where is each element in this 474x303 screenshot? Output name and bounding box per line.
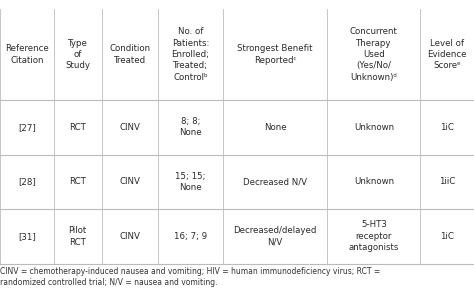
Text: 15; 15;
None: 15; 15; None <box>175 171 206 192</box>
Text: RCT: RCT <box>69 123 86 132</box>
Text: 8; 8;
None: 8; 8; None <box>179 117 202 138</box>
Text: CINV = chemotherapy-induced nausea and vomiting; HIV = human immunodeficiency vi: CINV = chemotherapy-induced nausea and v… <box>0 267 380 288</box>
Text: CINV: CINV <box>119 232 140 241</box>
Text: Pilot
RCT: Pilot RCT <box>68 226 87 247</box>
Text: RCT: RCT <box>69 177 86 186</box>
Text: 1iC: 1iC <box>440 123 454 132</box>
Text: 1iC: 1iC <box>440 232 454 241</box>
Text: [28]: [28] <box>18 177 36 186</box>
Text: Concurrent
Therapy
Used
(Yes/No/
Unknown)ᵈ: Concurrent Therapy Used (Yes/No/ Unknown… <box>350 27 398 82</box>
Text: Decreased/delayed
N/V: Decreased/delayed N/V <box>233 226 317 247</box>
Text: 1iiC: 1iiC <box>439 177 456 186</box>
Text: Condition
Treated: Condition Treated <box>109 44 150 65</box>
Text: Unknown: Unknown <box>354 177 394 186</box>
Text: Unknown: Unknown <box>354 123 394 132</box>
Text: No. of
Patients:
Enrolled;
Treated;
Controlᵇ: No. of Patients: Enrolled; Treated; Cont… <box>172 27 210 82</box>
Text: Level of
Evidence
Scoreᵉ: Level of Evidence Scoreᵉ <box>428 38 467 71</box>
Text: [27]: [27] <box>18 123 36 132</box>
Text: Type
of
Study: Type of Study <box>65 38 90 71</box>
Text: CINV: CINV <box>119 177 140 186</box>
Text: CINV: CINV <box>119 123 140 132</box>
Text: None: None <box>264 123 286 132</box>
Text: Strongest Benefit
Reportedᶜ: Strongest Benefit Reportedᶜ <box>237 44 313 65</box>
Text: Decreased N/V: Decreased N/V <box>243 177 307 186</box>
Text: [31]: [31] <box>18 232 36 241</box>
Text: 16; 7; 9: 16; 7; 9 <box>174 232 207 241</box>
Text: Reference
Citation: Reference Citation <box>5 44 49 65</box>
Text: 5-HT3
receptor
antagonists: 5-HT3 receptor antagonists <box>349 220 399 252</box>
